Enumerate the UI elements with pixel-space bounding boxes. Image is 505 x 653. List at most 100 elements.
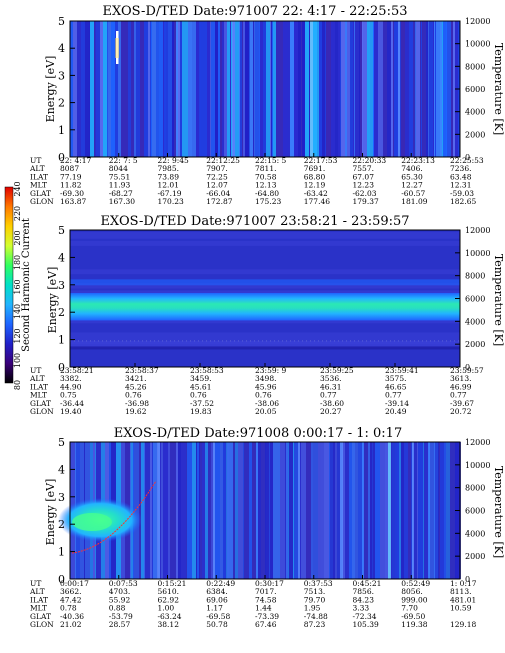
orbit-row-value: 12.01	[158, 181, 179, 190]
orbit-row-value: 87.23	[304, 620, 326, 629]
spectrum-column	[408, 442, 410, 579]
spectrum-column	[242, 21, 243, 157]
spectrum-column	[342, 442, 345, 579]
saturated-feature-halo	[115, 38, 119, 58]
y2-tick-label: 6000	[465, 295, 485, 304]
orbit-row-value: 3613.	[450, 374, 471, 383]
spectrum-column	[178, 442, 181, 579]
spectrum-column	[227, 442, 229, 579]
spectrum-column	[416, 21, 420, 157]
y-tick-label: 4	[58, 463, 65, 476]
orbit-row-value: -72.34	[353, 612, 377, 621]
orbit-row-value: 6384.	[206, 587, 227, 596]
orbit-row-value: 44.90	[60, 382, 82, 391]
spectrum-column	[294, 21, 298, 157]
orbit-row-label: GLAT	[30, 189, 51, 198]
orbit-row-value: -38.06	[255, 399, 279, 408]
spectrum-column	[313, 21, 317, 157]
orbit-row-value: 7406.	[401, 164, 422, 173]
orbit-row-value: 999.00	[401, 595, 427, 604]
y2-tick-label: 0	[465, 153, 470, 162]
spectrum-column	[440, 442, 444, 579]
orbit-row-value: 8044	[109, 164, 128, 173]
spectrum-column	[294, 442, 298, 579]
y2-tick-label: 4000	[465, 108, 485, 117]
spectrum-column	[249, 442, 252, 579]
spectrum-column	[163, 21, 164, 157]
orbit-row-value: 3575.	[385, 374, 406, 383]
orbit-row-value: -69.58	[206, 612, 230, 621]
orbit-row-value: 67.46	[255, 620, 277, 629]
y2-tick-label: 8000	[465, 62, 485, 71]
spectrum-column	[205, 21, 207, 157]
spectrum-column	[290, 21, 294, 157]
orbit-row-value: 3.33	[353, 604, 370, 613]
y-tick-label: 3	[58, 491, 65, 504]
spectrum-column	[345, 442, 349, 579]
bright-column	[232, 21, 235, 157]
spectrum-column	[337, 442, 342, 579]
spectrum-column	[359, 21, 360, 157]
spectrum-column	[313, 442, 318, 579]
spectrum-column	[180, 21, 182, 157]
spectrum-column	[385, 442, 390, 579]
panel-3: EXOS-D/TED Date:971008 0:00:17 - 1: 0:17…	[29, 426, 505, 629]
spectrum-column	[427, 21, 428, 157]
orbit-row-value: 7856.	[353, 587, 374, 596]
spectrum-column	[220, 21, 222, 157]
spectrum-column	[197, 442, 199, 579]
spectrum-column	[250, 21, 253, 157]
orbit-row-value: 72.25	[206, 172, 228, 181]
spectrum-column	[222, 21, 224, 157]
orbit-row-value: 105.39	[353, 620, 379, 629]
orbit-row-value: 19.62	[125, 407, 147, 416]
spectrum-column	[192, 442, 196, 579]
orbit-row-value: 10.59	[450, 604, 472, 613]
orbit-row-value: 3421.	[125, 374, 146, 383]
spectrum-column	[360, 21, 362, 157]
spectrum-column	[271, 21, 272, 157]
y2-tick-label: 6000	[465, 507, 485, 516]
colorbar-tick: 200	[13, 230, 22, 245]
spectrum-column	[273, 442, 278, 579]
spectrum-column	[81, 21, 85, 157]
spectrum-column	[163, 442, 168, 579]
orbit-row-value: 23:58:37	[125, 366, 159, 375]
spectrum-column	[409, 21, 413, 157]
orbit-row-value: 7985.	[158, 164, 179, 173]
spectrum-column	[107, 21, 108, 157]
spectrum-column	[280, 442, 285, 579]
spectrum-column	[182, 21, 184, 157]
spectrum-column	[280, 21, 283, 157]
orbit-row-value: 11.93	[109, 181, 131, 190]
spectrum-column	[322, 21, 325, 157]
spectrum-column	[451, 21, 453, 157]
orbit-row-value: -68.27	[109, 189, 133, 198]
background-streak	[70, 232, 460, 239]
spectrum-column	[439, 442, 440, 579]
y-tick-label: 3	[58, 69, 65, 82]
spectrum-column	[423, 21, 426, 157]
spectrum-column	[210, 21, 211, 157]
panel-3-ylabel: Energy [eV]	[44, 479, 57, 546]
orbit-row-value: 12.13	[255, 181, 277, 190]
spectrum-column	[186, 442, 187, 579]
y-tick-label: 1	[58, 334, 65, 347]
spectrum-column	[434, 442, 435, 579]
spectrum-column	[266, 21, 270, 157]
y-tick-label: 5	[58, 224, 65, 237]
orbit-row-label: ILAT	[30, 382, 48, 391]
y-tick-label: 2	[58, 97, 65, 110]
spectrum-column	[397, 442, 399, 579]
spectrum-column	[301, 21, 302, 157]
orbit-row-value: 23:58:53	[190, 366, 224, 375]
spectrum-column	[96, 21, 100, 157]
spectrum-column	[283, 21, 287, 157]
orbit-row-value: 0:45:21	[353, 579, 382, 588]
spectrum-column	[394, 21, 397, 157]
orbit-row-value: 12.07	[206, 181, 228, 190]
panel-1-title: EXOS-D/TED Date:971007 22: 4:17 - 22:25:…	[103, 4, 408, 19]
spectrum-column	[318, 442, 321, 579]
panel-1-spectrogram	[70, 21, 460, 157]
spectrum-column	[420, 21, 421, 157]
